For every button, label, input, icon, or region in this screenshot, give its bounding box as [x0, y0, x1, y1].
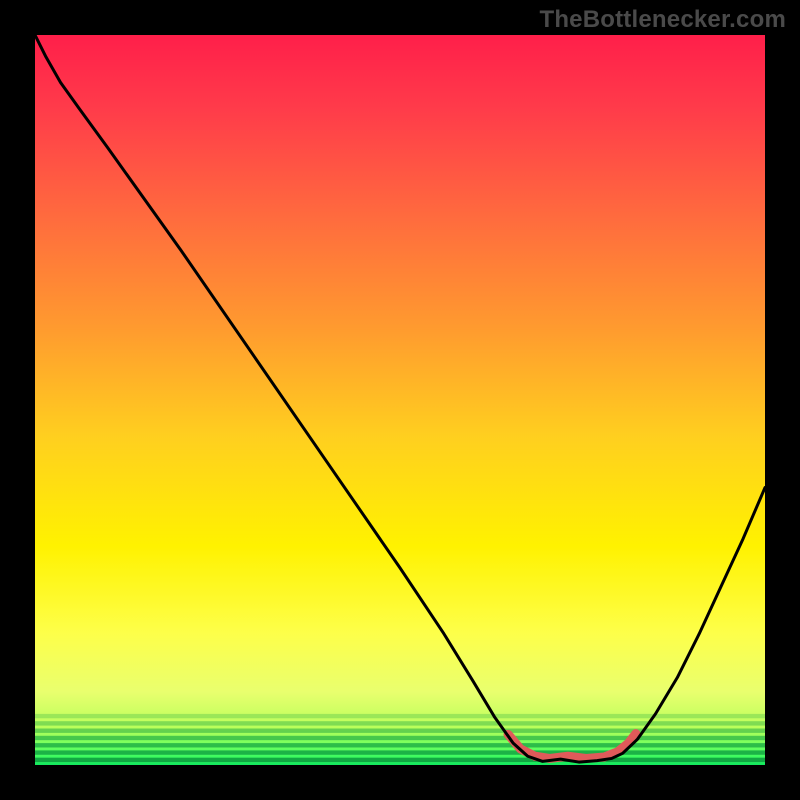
- watermark-text: TheBottlenecker.com: [539, 6, 786, 34]
- chart-frame: { "watermark": { "text": "TheBottlenecke…: [0, 0, 800, 800]
- chart-background: [35, 35, 765, 765]
- bottleneck-chart: [35, 35, 765, 765]
